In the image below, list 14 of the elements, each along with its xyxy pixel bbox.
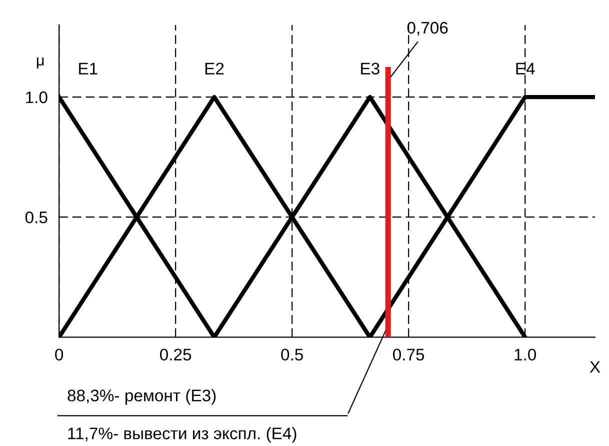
legend-label: E3 bbox=[361, 62, 380, 75]
text: 11,7%- вывести из экспл. (E4) bbox=[68, 427, 296, 443]
ref-line-label: 0,706 bbox=[407, 22, 448, 36]
x-tick-label: 0.25 bbox=[160, 348, 192, 361]
text: 88,3%- ремонт (E3) bbox=[68, 389, 216, 405]
x-tick-label: 0.5 bbox=[281, 348, 303, 361]
series-label: E2 bbox=[205, 62, 224, 74]
series-label: E4 bbox=[516, 62, 535, 74]
y-axis-title: μ bbox=[36, 57, 44, 68]
x-tick-label: 1.0 bbox=[514, 348, 536, 361]
x-tick-label: 0 bbox=[55, 348, 64, 361]
series-label: E1 bbox=[79, 62, 98, 74]
x-tick-label: 0.75 bbox=[393, 348, 424, 361]
x-axis-title: X bbox=[590, 361, 600, 373]
